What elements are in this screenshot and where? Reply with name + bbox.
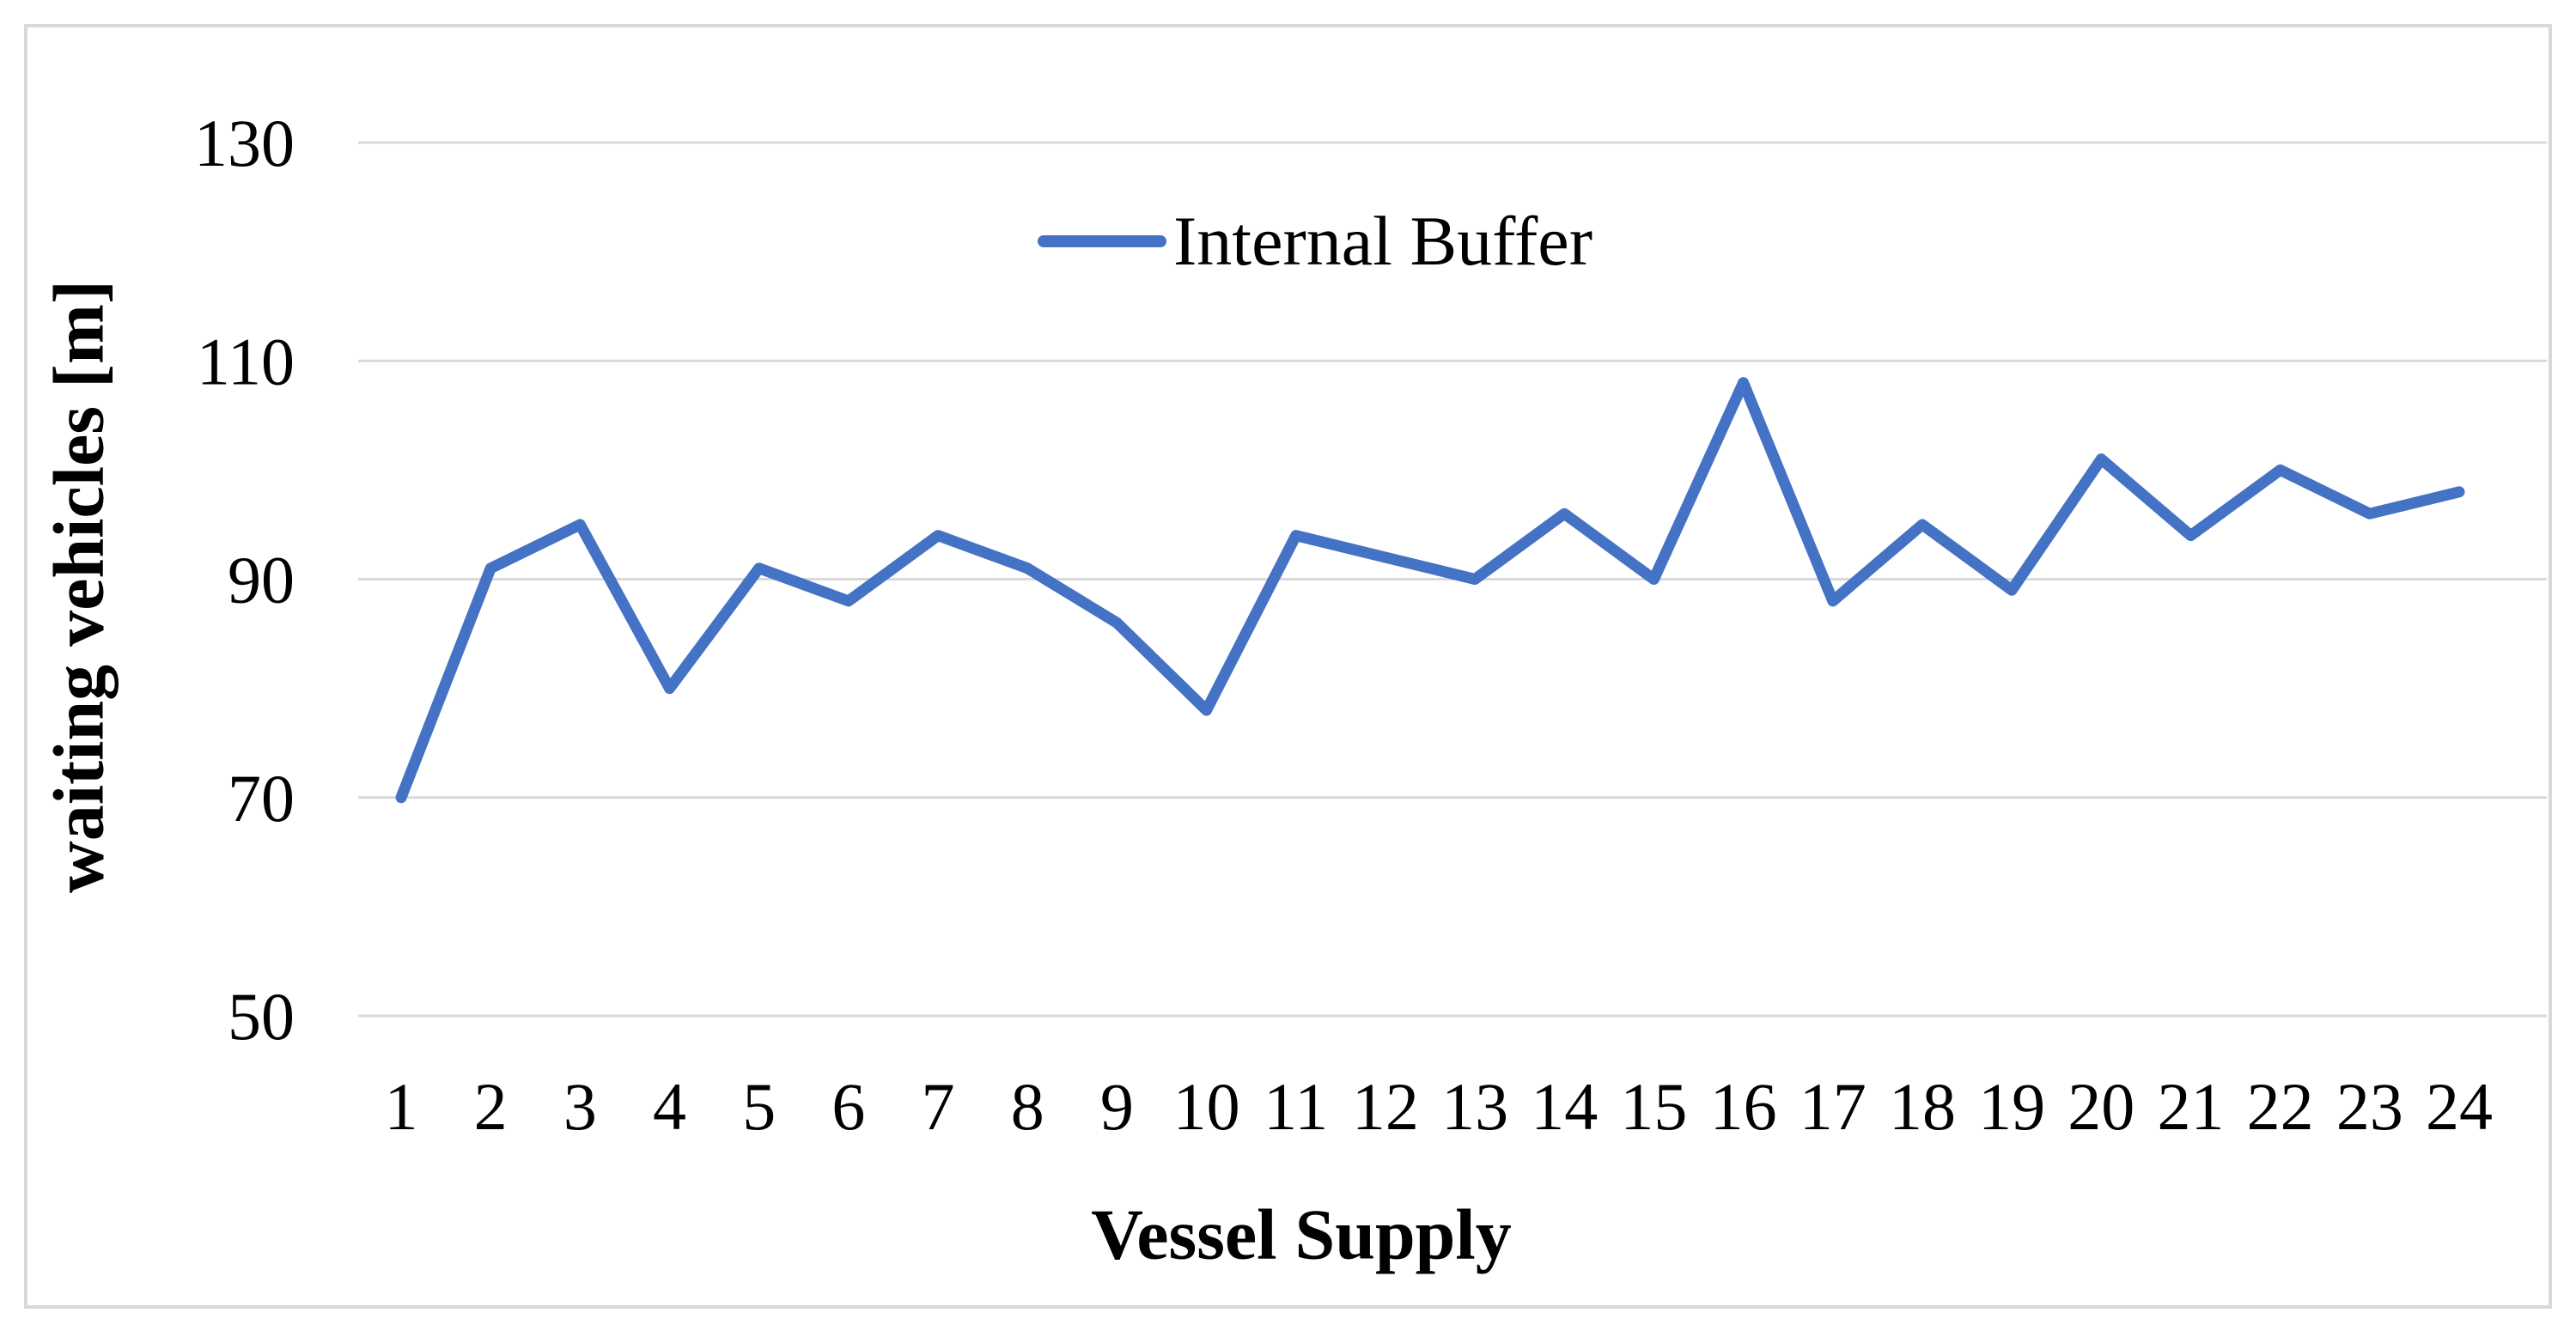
x-tick-label: 17 (1800, 1069, 1867, 1144)
x-tick-label: 6 (831, 1069, 865, 1144)
series-lines (395, 377, 2465, 804)
y-axis-tick-labels: 130 110 90 70 50 (194, 106, 295, 1054)
y-tick-label: 90 (228, 543, 295, 617)
x-tick-label: 19 (1978, 1069, 2045, 1144)
x-tick-label: 5 (742, 1069, 776, 1144)
x-tick-label: 3 (563, 1069, 597, 1144)
legend-label: Internal Buffer (1173, 202, 1592, 280)
x-tick-label: 22 (2247, 1069, 2314, 1144)
x-tick-label: 24 (2426, 1069, 2493, 1144)
x-tick-label: 18 (1889, 1069, 1956, 1144)
x-tick-label: 16 (1710, 1069, 1777, 1144)
x-axis-tick-labels: 1 2 3 4 5 6 7 8 9 10 11 12 13 14 15 16 17 18 19 20 21 22 23 24 (385, 1069, 2494, 1144)
x-tick-label: 8 (1011, 1069, 1044, 1144)
x-tick-label: 20 (2067, 1069, 2134, 1144)
y-axis-title: waiting vehicles [m] (39, 280, 119, 893)
y-tick-label: 50 (228, 979, 295, 1054)
x-tick-label: 11 (1264, 1069, 1328, 1144)
x-tick-label: 21 (2157, 1069, 2224, 1144)
x-tick-label: 14 (1531, 1069, 1598, 1144)
x-tick-label: 15 (1620, 1069, 1687, 1144)
x-axis-title: Vessel Supply (1091, 1194, 1512, 1275)
legend-line-swatch (1038, 235, 1166, 247)
legend: Internal Buffer (1038, 206, 1592, 277)
series-line-internal-buffer (395, 377, 2465, 804)
y-tick-label: 130 (194, 106, 295, 180)
chart-border (24, 24, 2552, 1309)
x-tick-label: 7 (922, 1069, 955, 1144)
x-tick-label: 2 (474, 1069, 508, 1144)
y-tick-label: 70 (228, 761, 295, 836)
y-tick-label: 110 (197, 324, 295, 398)
x-tick-label: 1 (385, 1069, 418, 1144)
x-tick-label: 13 (1441, 1069, 1508, 1144)
x-tick-label: 4 (653, 1069, 686, 1144)
x-tick-label: 9 (1100, 1069, 1134, 1144)
x-tick-label: 10 (1173, 1069, 1240, 1144)
x-tick-label: 12 (1352, 1069, 1419, 1144)
x-tick-label: 23 (2336, 1069, 2403, 1144)
